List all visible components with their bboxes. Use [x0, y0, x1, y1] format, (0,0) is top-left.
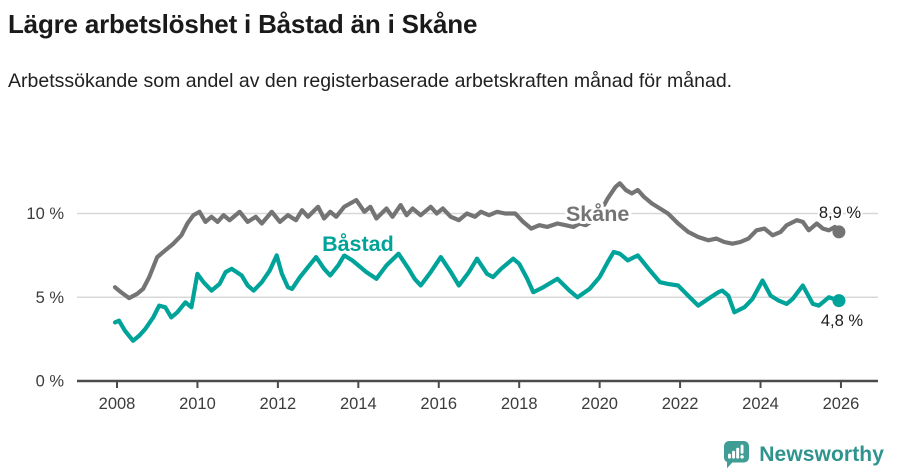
- newsworthy-speech-bubble-chart-icon: [724, 441, 750, 469]
- brand-name: Newsworthy: [759, 442, 884, 466]
- x-axis-label: 2018: [501, 395, 538, 413]
- y-axis-label: 0 %: [36, 373, 65, 391]
- chart-header: Lägre arbetslöshet i Båstad än i Skåne A…: [0, 0, 900, 97]
- x-axis-label: 2016: [420, 395, 457, 413]
- series-line-Båstad: [112, 249, 842, 343]
- x-axis-label: 2022: [662, 395, 699, 413]
- brand-footer: Newsworthy: [723, 440, 884, 469]
- end-value-label-Skåne: 8,9 %: [819, 204, 862, 222]
- x-axis-label: 2026: [823, 395, 860, 413]
- series-label-Skåne: Skåne: [566, 202, 629, 226]
- y-axis-label: 5 %: [36, 289, 65, 307]
- x-axis-label: 2008: [99, 395, 136, 413]
- series-label-Båstad: Båstad: [322, 232, 394, 256]
- x-axis-label: 2024: [742, 395, 779, 413]
- series-line-Skåne: [112, 181, 842, 301]
- x-axis-label: 2014: [340, 395, 377, 413]
- x-axis-label: 2010: [179, 395, 216, 413]
- series-end-dot-Båstad: [832, 294, 846, 308]
- page-subtitle: Arbetssökande som andel av den registerb…: [8, 69, 733, 92]
- y-axis-label: 10 %: [26, 205, 64, 223]
- series-end-dot-Skåne: [832, 225, 846, 239]
- end-value-label-Båstad: 4,8 %: [821, 312, 864, 330]
- page-title: Lägre arbetslöshet i Båstad än i Skåne: [8, 9, 478, 39]
- x-axis-label: 2012: [260, 395, 297, 413]
- x-axis-label: 2020: [581, 395, 618, 413]
